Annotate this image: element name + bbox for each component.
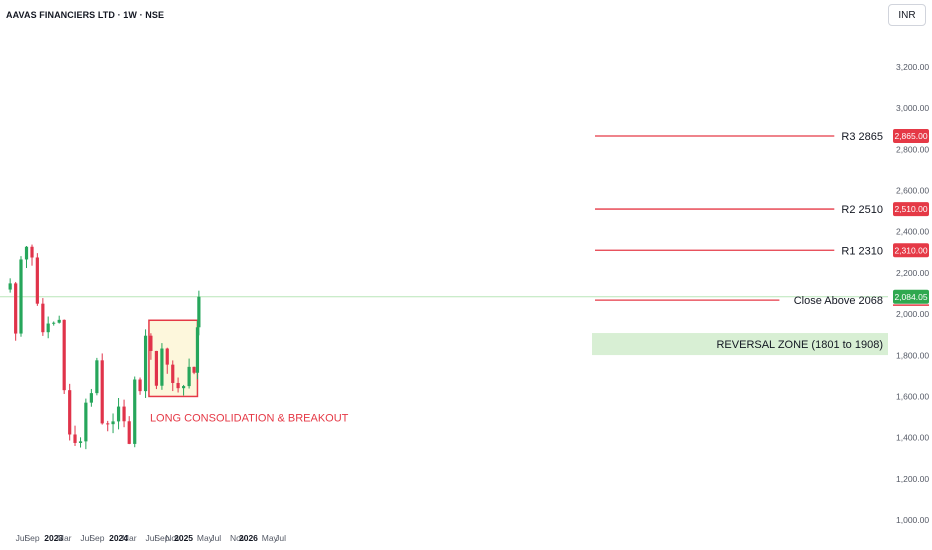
candle-body bbox=[95, 360, 99, 394]
consolidation-label: LONG CONSOLIDATION & BREAKOUT bbox=[150, 412, 349, 424]
candle-body bbox=[41, 303, 45, 333]
y-tick-label: 2,400.00 bbox=[896, 227, 929, 237]
candle-body bbox=[181, 386, 186, 389]
candle-body bbox=[78, 441, 83, 443]
candle-body bbox=[57, 319, 61, 323]
x-tick-label: 2023 bbox=[44, 533, 63, 543]
price-badge-label: 2,084.05 bbox=[894, 292, 927, 302]
candle-body bbox=[187, 366, 191, 387]
x-tick-label: Jul bbox=[210, 533, 221, 543]
candle-body bbox=[52, 322, 56, 324]
x-tick-label: Jul bbox=[80, 533, 91, 543]
price-badge bbox=[893, 243, 929, 258]
x-tick-label: Jul bbox=[145, 533, 156, 543]
candle-body bbox=[68, 390, 72, 435]
candle-body bbox=[84, 402, 88, 442]
candle-body bbox=[106, 423, 110, 425]
candle-body bbox=[154, 350, 159, 386]
y-tick-label: 1,800.00 bbox=[896, 350, 929, 360]
candle-body bbox=[62, 319, 66, 391]
x-tick-label: Mar bbox=[57, 533, 72, 543]
y-tick-label: 2,200.00 bbox=[896, 268, 929, 278]
candle-body bbox=[127, 421, 131, 444]
y-tick-label: 3,000.00 bbox=[896, 103, 929, 113]
x-tick-label: Sep bbox=[89, 533, 104, 543]
x-tick-label: 2025 bbox=[174, 533, 193, 543]
y-tick-label: 1,400.00 bbox=[896, 433, 929, 443]
candle-body bbox=[19, 259, 23, 334]
y-tick-label: 1,600.00 bbox=[896, 391, 929, 401]
candle-body bbox=[195, 327, 200, 373]
candle-body bbox=[192, 366, 196, 373]
candle-body bbox=[73, 434, 77, 443]
candle-body bbox=[116, 406, 121, 422]
candle-body bbox=[46, 323, 50, 333]
reversal-zone bbox=[592, 333, 888, 356]
x-tick-label: Sep bbox=[154, 533, 169, 543]
candle-body bbox=[30, 246, 34, 258]
candle-body bbox=[165, 348, 169, 365]
candle-body bbox=[111, 421, 115, 425]
price-badge-label: 2,310.00 bbox=[894, 245, 927, 255]
candle-body bbox=[133, 379, 137, 444]
x-tick-label: Sep bbox=[24, 533, 39, 543]
chart-title: AAVAS FINANCIERS LTD · 1W · NSE bbox=[6, 10, 165, 20]
x-tick-label: May bbox=[197, 533, 214, 543]
currency-selector[interactable]: INR bbox=[888, 4, 926, 26]
y-tick-label: 3,200.00 bbox=[896, 62, 929, 72]
y-tick-label: 1,200.00 bbox=[896, 474, 929, 484]
candle-body bbox=[24, 246, 29, 260]
x-tick-label: Nov bbox=[230, 533, 246, 543]
price-badge-label: 2,510.00 bbox=[894, 204, 927, 214]
x-tick-label: May bbox=[262, 533, 279, 543]
reversal-zone-label: REVERSAL ZONE (1801 to 1908) bbox=[716, 339, 883, 351]
candle-body bbox=[171, 364, 175, 383]
level-label: R3 2865 bbox=[841, 131, 883, 143]
candle-body bbox=[122, 406, 126, 422]
level-label: R1 2310 bbox=[841, 245, 883, 257]
x-tick-label: Jul bbox=[275, 533, 286, 543]
x-tick-label: Jul bbox=[16, 533, 27, 543]
x-tick-label: 2024 bbox=[109, 533, 128, 543]
candle-body bbox=[143, 335, 148, 392]
candle-body bbox=[14, 283, 18, 334]
x-tick-label: 2026 bbox=[239, 533, 258, 543]
y-tick-label: 2,800.00 bbox=[896, 144, 929, 154]
candle-body bbox=[197, 296, 201, 328]
y-tick-label: 2,000.00 bbox=[896, 309, 929, 319]
level-label: R2 2510 bbox=[841, 204, 883, 216]
candle-body bbox=[8, 283, 12, 290]
y-tick-label: 2,600.00 bbox=[896, 186, 929, 196]
candle-body bbox=[149, 335, 153, 351]
y-tick-label: 1,000.00 bbox=[896, 515, 929, 525]
price-badge bbox=[893, 128, 929, 143]
candle-body bbox=[138, 379, 142, 392]
price-badge bbox=[893, 202, 929, 217]
candle-body bbox=[100, 360, 104, 424]
x-tick-label: Mar bbox=[122, 533, 137, 543]
candle-body bbox=[176, 382, 180, 389]
x-tick-label: Nov bbox=[165, 533, 181, 543]
candle-body bbox=[89, 393, 93, 403]
price-badge bbox=[893, 289, 929, 304]
price-badge-label: 2,865.00 bbox=[894, 131, 927, 141]
candle-body bbox=[160, 348, 164, 386]
candle-body bbox=[35, 257, 39, 304]
level-label: Close Above 2068 bbox=[794, 295, 883, 307]
